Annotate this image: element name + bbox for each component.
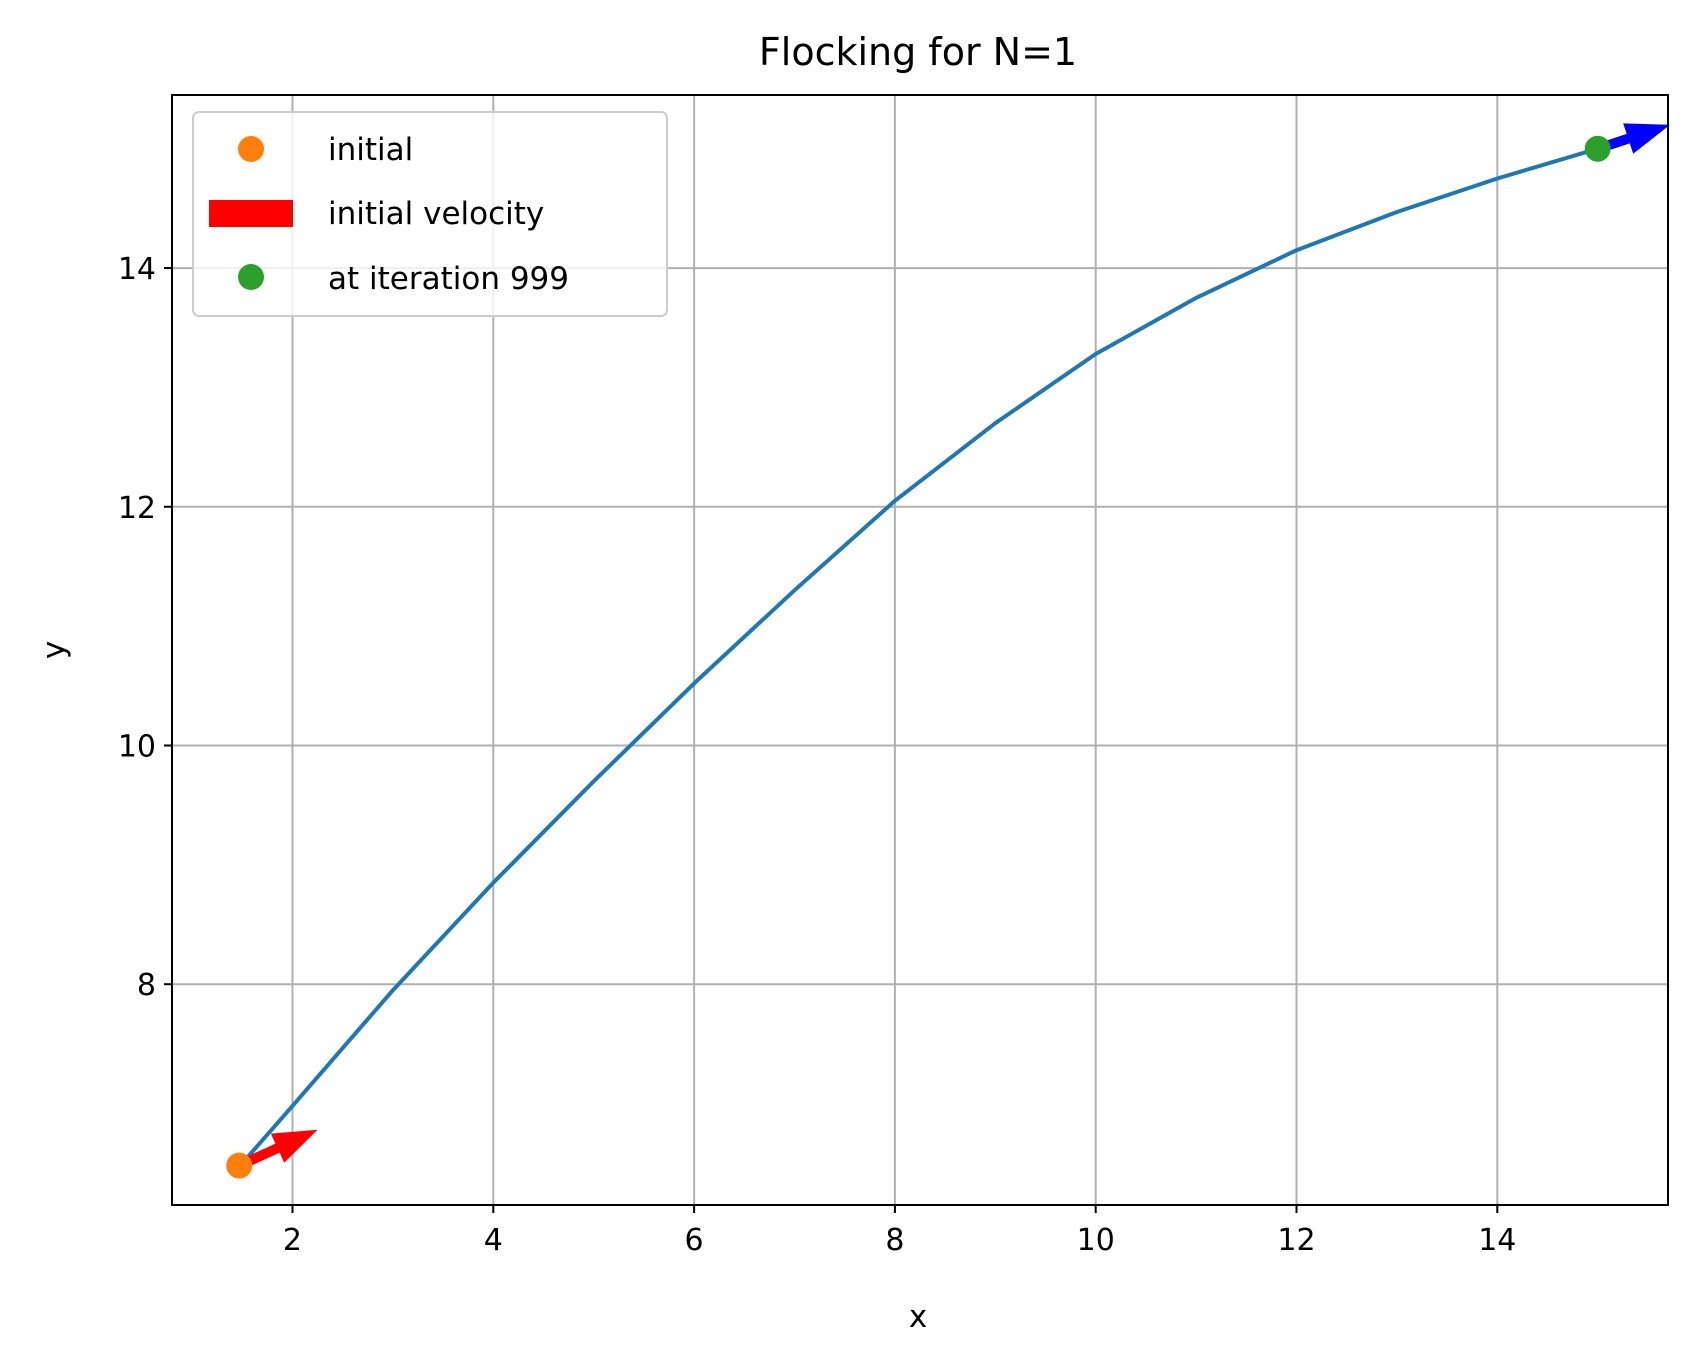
x-tick-label: 4 [484, 1223, 503, 1258]
legend-marker-final [238, 264, 264, 290]
y-tick-label: 8 [137, 968, 156, 1003]
legend: initial initial velocity at iteration 99… [192, 111, 668, 317]
x-tick-label: 12 [1277, 1223, 1315, 1258]
initial-point [226, 1152, 253, 1179]
chart-title: Flocking for N=1 [759, 30, 1077, 74]
x-tick-label: 10 [1077, 1223, 1115, 1258]
legend-label-initial-velocity: initial velocity [328, 196, 544, 232]
x-tick-label: 14 [1478, 1223, 1516, 1258]
x-tick-label: 2 [283, 1223, 302, 1258]
grid-lines [172, 95, 1668, 1205]
initial-velocity-arrow [237, 1129, 318, 1171]
y-tick-label: 10 [118, 729, 156, 764]
legend-label-initial: initial [328, 132, 413, 168]
trajectory-line [240, 146, 1599, 1165]
legend-marker-initial [238, 136, 264, 162]
x-tick-label: 8 [885, 1223, 904, 1258]
legend-label-final: at iteration 999 [328, 261, 569, 297]
legend-box [192, 111, 668, 317]
plot-area [226, 123, 1670, 1179]
y-tick-label: 14 [118, 252, 156, 287]
y-axis-label: y [36, 641, 72, 659]
legend-marker-initial-velocity [209, 200, 293, 227]
axes-frame [171, 94, 1669, 1206]
x-tick-label: 6 [685, 1223, 704, 1258]
final-point [1584, 135, 1611, 162]
final-velocity-arrow [1596, 123, 1670, 154]
x-axis-label: x [909, 1299, 927, 1335]
y-tick-label: 12 [118, 491, 156, 526]
axis-ticks: 2 4 6 8 10 12 14 8 10 12 14 [118, 252, 1517, 1258]
